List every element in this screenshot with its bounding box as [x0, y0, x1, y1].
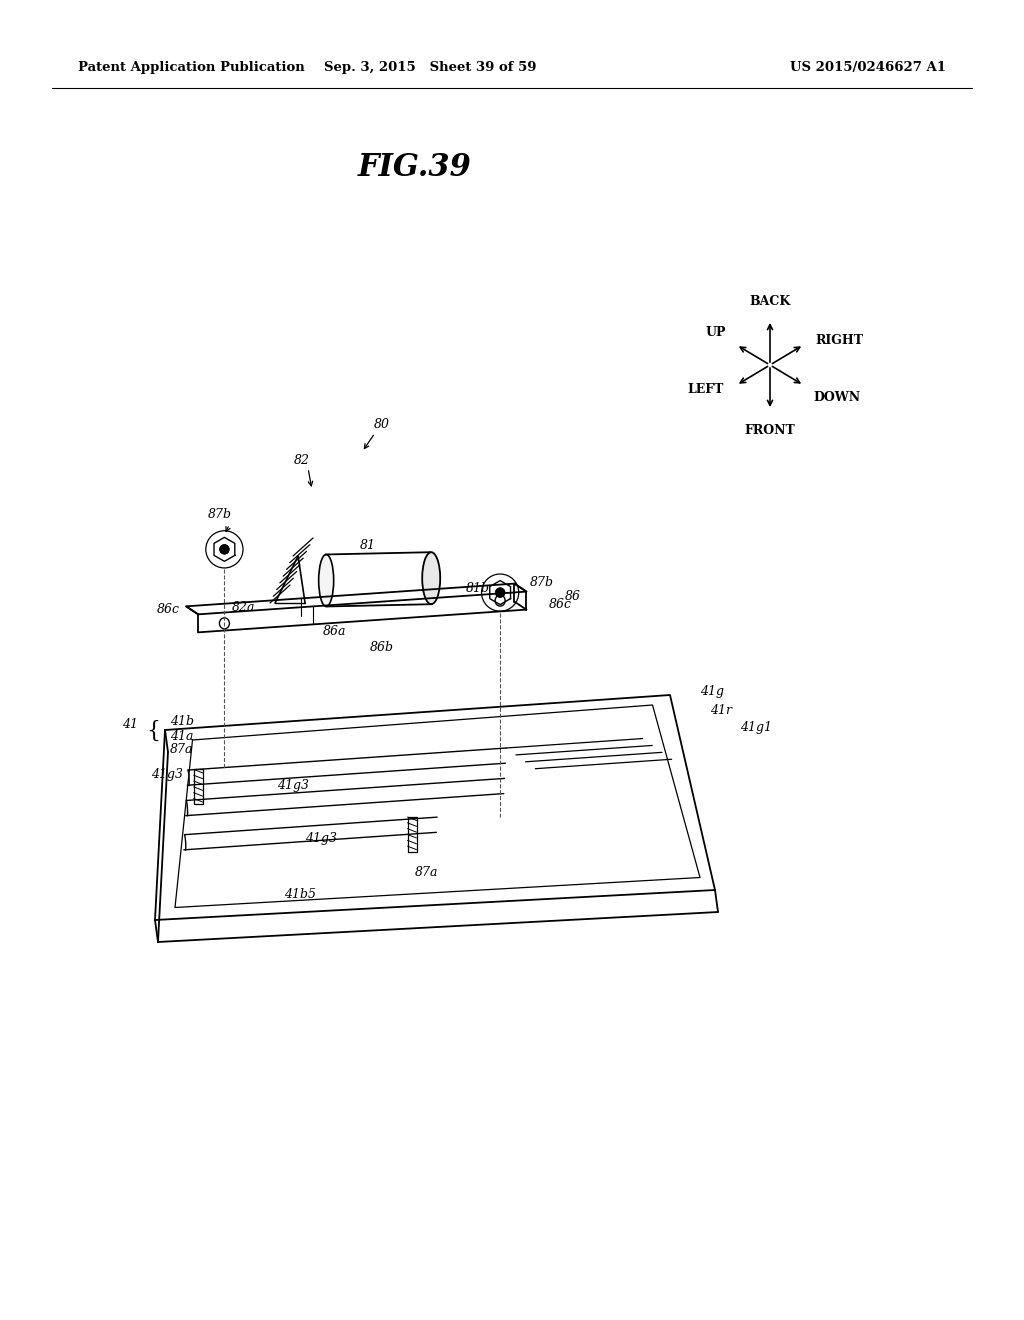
- Text: 87a: 87a: [170, 743, 194, 756]
- Text: 41g3: 41g3: [278, 780, 309, 792]
- Text: Patent Application Publication: Patent Application Publication: [78, 62, 305, 74]
- Text: US 2015/0246627 A1: US 2015/0246627 A1: [790, 62, 946, 74]
- Text: FIG.39: FIG.39: [358, 153, 472, 183]
- Text: 86: 86: [564, 590, 581, 603]
- Text: {: {: [146, 721, 160, 742]
- Text: 81b: 81b: [466, 582, 490, 595]
- Text: 41g: 41g: [700, 685, 724, 698]
- Text: 41g1: 41g1: [740, 722, 772, 734]
- Text: 86b: 86b: [371, 640, 394, 653]
- Text: 41b5: 41b5: [284, 888, 316, 902]
- Circle shape: [496, 587, 505, 597]
- Text: FRONT: FRONT: [744, 424, 796, 437]
- Ellipse shape: [422, 552, 440, 605]
- Text: 41b: 41b: [170, 715, 194, 727]
- Text: Sep. 3, 2015   Sheet 39 of 59: Sep. 3, 2015 Sheet 39 of 59: [324, 62, 537, 74]
- Text: 82a: 82a: [231, 602, 255, 615]
- Text: 41r: 41r: [710, 704, 732, 717]
- Text: 41: 41: [122, 718, 138, 731]
- Text: UP: UP: [706, 326, 726, 339]
- Text: BACK: BACK: [750, 294, 791, 308]
- Text: RIGHT: RIGHT: [816, 334, 864, 347]
- Text: DOWN: DOWN: [814, 391, 861, 404]
- Text: 86c: 86c: [549, 598, 571, 611]
- Text: 80: 80: [374, 418, 390, 432]
- Text: 86c: 86c: [157, 603, 180, 616]
- Text: 87b: 87b: [530, 576, 554, 589]
- Text: LEFT: LEFT: [688, 383, 724, 396]
- Text: 41g3: 41g3: [305, 832, 337, 845]
- Text: 87b: 87b: [208, 508, 231, 521]
- Text: 86a: 86a: [323, 624, 346, 638]
- Text: 41g3: 41g3: [152, 768, 183, 781]
- Text: 41a: 41a: [170, 730, 194, 743]
- Circle shape: [220, 545, 229, 554]
- Ellipse shape: [318, 554, 334, 606]
- Text: 87a: 87a: [416, 866, 438, 879]
- Text: 81: 81: [360, 539, 376, 552]
- Text: 82: 82: [294, 454, 310, 466]
